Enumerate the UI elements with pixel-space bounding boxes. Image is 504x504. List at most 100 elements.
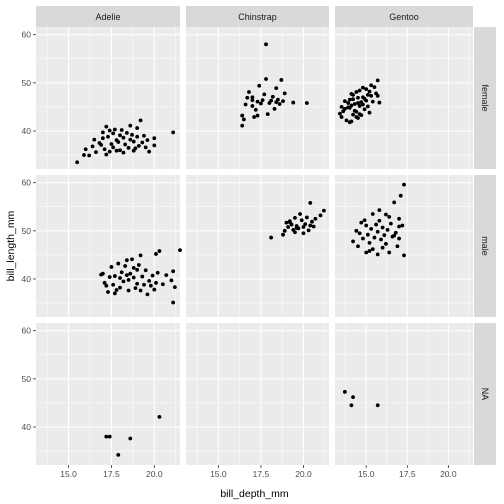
data-point-gentoo-female — [352, 108, 357, 113]
data-point-adelie-female — [119, 128, 124, 132]
panel-adelie-na — [36, 323, 180, 465]
data-point-chinstrap-female — [243, 102, 248, 107]
data-point-gentoo-male — [397, 224, 401, 229]
data-point-gentoo-female — [372, 85, 377, 90]
data-point-adelie-na — [107, 434, 112, 439]
y-axis-title: bill_length_mm — [5, 210, 17, 281]
data-point-adelie-male — [178, 248, 182, 252]
data-point-gentoo-male — [362, 218, 367, 223]
data-point-adelie-male — [147, 278, 152, 283]
data-point-adelie-male — [157, 249, 162, 253]
data-point-gentoo-male — [356, 244, 360, 249]
data-point-gentoo-female — [351, 112, 355, 117]
data-point-adelie-female — [104, 152, 109, 157]
data-point-adelie-female — [100, 136, 105, 141]
data-point-chinstrap-female — [265, 112, 270, 117]
data-point-gentoo-male — [382, 233, 387, 238]
y-tick-label: 50 — [22, 226, 32, 236]
data-point-adelie-female — [109, 142, 114, 146]
data-point-adelie-female — [106, 134, 110, 139]
data-point-adelie-male — [152, 287, 157, 292]
data-point-gentoo-male — [369, 227, 374, 231]
data-point-chinstrap-female — [282, 91, 287, 96]
data-point-gentoo-female — [347, 97, 352, 102]
data-point-adelie-male — [107, 275, 112, 279]
data-point-gentoo-female — [375, 93, 380, 98]
data-point-adelie-female — [116, 140, 121, 144]
data-point-gentoo-female — [354, 90, 359, 94]
data-point-adelie-female — [121, 135, 126, 140]
data-point-gentoo-female — [356, 101, 360, 105]
facet-label-na: NA — [480, 388, 490, 401]
data-point-chinstrap-male — [308, 201, 313, 205]
data-point-gentoo-female — [352, 102, 357, 106]
data-point-gentoo-male — [397, 236, 401, 241]
data-point-adelie-female — [133, 146, 138, 151]
data-point-adelie-female — [121, 150, 126, 155]
data-point-adelie-male — [169, 278, 174, 283]
facet-label-adelie: Adelie — [95, 12, 120, 22]
data-point-chinstrap-male — [306, 228, 311, 233]
data-point-chinstrap-female — [260, 98, 265, 103]
data-point-gentoo-female — [367, 110, 372, 115]
data-point-adelie-male — [114, 288, 119, 292]
data-point-gentoo-female — [344, 118, 349, 123]
data-point-adelie-male — [121, 279, 126, 284]
data-point-chinstrap-female — [252, 115, 256, 119]
data-point-gentoo-female — [357, 112, 362, 117]
x-tick-label: 20.0 — [146, 469, 163, 479]
data-point-chinstrap-female — [247, 90, 251, 94]
x-tick-label: 17.5 — [103, 469, 120, 479]
data-point-gentoo-female — [370, 99, 375, 104]
data-point-chinstrap-female — [264, 77, 268, 81]
data-point-gentoo-na — [349, 403, 354, 408]
data-point-gentoo-male — [365, 232, 370, 237]
data-point-gentoo-male — [398, 193, 403, 198]
data-point-gentoo-na — [342, 389, 347, 394]
data-point-chinstrap-male — [313, 216, 318, 221]
data-point-gentoo-male — [375, 252, 380, 257]
panel-gentoo-male — [335, 175, 473, 317]
data-point-adelie-female — [145, 138, 150, 143]
data-point-gentoo-female — [369, 83, 374, 88]
data-point-adelie-male — [136, 263, 141, 267]
data-point-gentoo-male — [397, 216, 401, 221]
data-point-adelie-male — [154, 252, 158, 256]
data-point-chinstrap-female — [250, 104, 255, 108]
data-point-gentoo-female — [359, 100, 364, 104]
y-tick-label: 60 — [22, 326, 32, 336]
data-point-adelie-female — [83, 147, 88, 152]
data-point-adelie-female — [142, 133, 146, 138]
data-point-adelie-female — [94, 150, 98, 155]
data-point-adelie-male — [131, 266, 136, 270]
data-point-adelie-male — [143, 268, 148, 273]
facet-strip-female — [474, 27, 496, 169]
facet-strip-adelie — [36, 6, 180, 27]
data-point-gentoo-male — [354, 228, 359, 233]
data-point-chinstrap-female — [250, 95, 255, 100]
data-point-adelie-female — [90, 144, 95, 149]
data-point-adelie-female — [128, 123, 133, 128]
data-point-gentoo-male — [380, 245, 385, 250]
data-point-gentoo-male — [393, 230, 398, 235]
data-point-adelie-female — [112, 127, 117, 132]
data-point-adelie-male — [164, 273, 169, 278]
data-point-chinstrap-male — [294, 226, 299, 230]
data-point-gentoo-male — [387, 214, 392, 219]
data-point-adelie-female — [118, 148, 122, 153]
data-point-chinstrap-female — [269, 98, 274, 103]
data-point-adelie-na — [116, 452, 121, 457]
data-point-gentoo-male — [392, 200, 397, 205]
data-point-chinstrap-male — [284, 220, 289, 225]
data-point-gentoo-male — [367, 249, 372, 253]
data-point-gentoo-female — [377, 100, 382, 105]
data-point-adelie-male — [138, 288, 143, 293]
data-point-adelie-male — [171, 300, 176, 305]
data-point-gentoo-female — [369, 93, 374, 98]
data-point-gentoo-female — [357, 88, 362, 93]
data-point-gentoo-female — [365, 104, 370, 109]
data-point-chinstrap-male — [308, 223, 313, 228]
panel-chinstrap-na — [186, 323, 329, 465]
facet-label-male: male — [480, 236, 490, 256]
